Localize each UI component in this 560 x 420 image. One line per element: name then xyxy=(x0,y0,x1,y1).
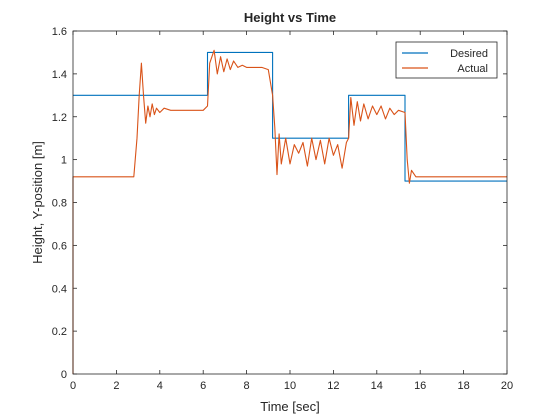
x-tick-label: 14 xyxy=(371,380,383,392)
axes-frame xyxy=(72,30,508,375)
y-tick-label: 0.6 xyxy=(52,240,67,252)
series-line-actual xyxy=(72,49,507,374)
y-axis-label: Height, Y-position [m] xyxy=(30,141,45,264)
x-tick-label: 18 xyxy=(457,380,469,392)
axis-ticks: 0 2 4 6 8 10 12 14 16 18 20 0 0.2 0.4 0.6 0.8 1 1.2 1.4 1.6 xyxy=(52,26,513,392)
y-tick-label: 1.4 xyxy=(52,69,67,81)
series-line-desired xyxy=(73,51,507,182)
legend: Desired Actual xyxy=(395,41,498,79)
chart-title: Height vs Time xyxy=(244,10,336,25)
y-tick-label: 1.2 xyxy=(52,112,67,124)
plot-background xyxy=(73,31,507,374)
axes-box xyxy=(72,30,508,375)
x-tick-label: 6 xyxy=(200,380,206,392)
x-tick-label: 0 xyxy=(70,380,76,392)
x-tick-label: 4 xyxy=(157,380,163,392)
x-tick-label: 16 xyxy=(414,380,426,392)
x-axis-label: Time [sec] xyxy=(260,399,319,414)
x-tick-label: 8 xyxy=(244,380,250,392)
y-tick-label: 1.6 xyxy=(52,26,67,38)
y-tick-label: 0.4 xyxy=(52,283,67,295)
plot-area xyxy=(73,31,507,374)
legend-label-desired: Desired xyxy=(450,48,488,60)
legend-label-actual: Actual xyxy=(457,63,488,75)
x-tick-label: 2 xyxy=(113,380,119,392)
x-tick-label: 20 xyxy=(501,380,513,392)
legend-box xyxy=(395,41,498,79)
y-tick-label: 0.2 xyxy=(52,326,67,338)
series-layer xyxy=(72,49,507,374)
y-tick-label: 0 xyxy=(61,369,67,381)
y-tick-label: 0.8 xyxy=(52,198,67,210)
x-tick-label: 12 xyxy=(327,380,339,392)
y-tick-label: 1 xyxy=(61,155,67,167)
x-tick-label: 10 xyxy=(284,380,296,392)
